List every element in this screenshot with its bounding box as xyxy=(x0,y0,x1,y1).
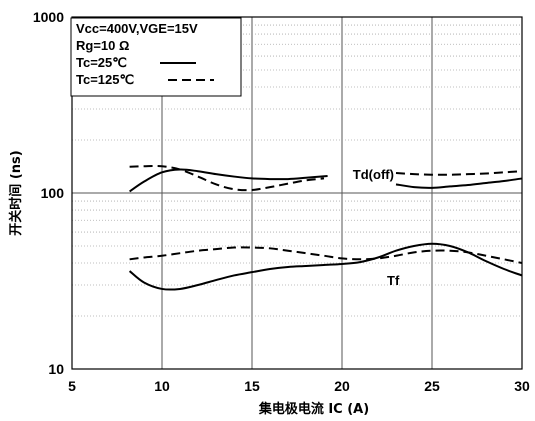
x-tick-labels: 5 10 15 20 25 30 xyxy=(68,378,530,394)
y-tick-label: 1000 xyxy=(33,9,64,25)
legend-box: Vcc=400V,VGE=15V Rg=10 Ω Tc=25℃ Tc=125℃ xyxy=(70,17,242,97)
series-tdoff-tc125-2 xyxy=(129,164,325,192)
series-tf-tc125-5 xyxy=(129,246,523,265)
legend-line-tc125: Tc=125℃ xyxy=(76,72,134,87)
annotation-tf: Tf xyxy=(387,273,400,288)
legend-line-tc25: Tc=25℃ xyxy=(76,55,127,70)
series-tdoff-tc25-1 xyxy=(395,177,523,189)
series-lines xyxy=(128,164,523,291)
y-tick-label: 100 xyxy=(41,185,65,201)
series-tdoff-tc125-3 xyxy=(395,170,523,176)
y-tick-label: 10 xyxy=(48,361,64,377)
x-tick-label: 10 xyxy=(154,378,170,394)
x-tick-label: 15 xyxy=(244,378,260,394)
legend-background xyxy=(70,17,242,97)
series-tdoff-tc25-0 xyxy=(129,168,328,193)
y-axis-label: 开关时间 (ns) xyxy=(8,150,24,235)
x-tick-label: 20 xyxy=(334,378,350,394)
legend-line-conditions: Vcc=400V,VGE=15V xyxy=(76,21,198,36)
x-tick-label: 25 xyxy=(424,378,440,394)
series-tf-tc25-4 xyxy=(128,242,523,291)
y-tick-labels: 10 100 1000 xyxy=(33,9,64,377)
x-tick-label: 30 xyxy=(514,378,530,394)
x-tick-label: 5 xyxy=(68,378,76,394)
annotation-tdoff: Td(off) xyxy=(353,167,394,182)
x-axis-label: 集电极电流 IC (A) xyxy=(258,401,369,417)
plot-frame xyxy=(71,16,523,370)
legend-line-rg: Rg=10 Ω xyxy=(76,38,129,53)
